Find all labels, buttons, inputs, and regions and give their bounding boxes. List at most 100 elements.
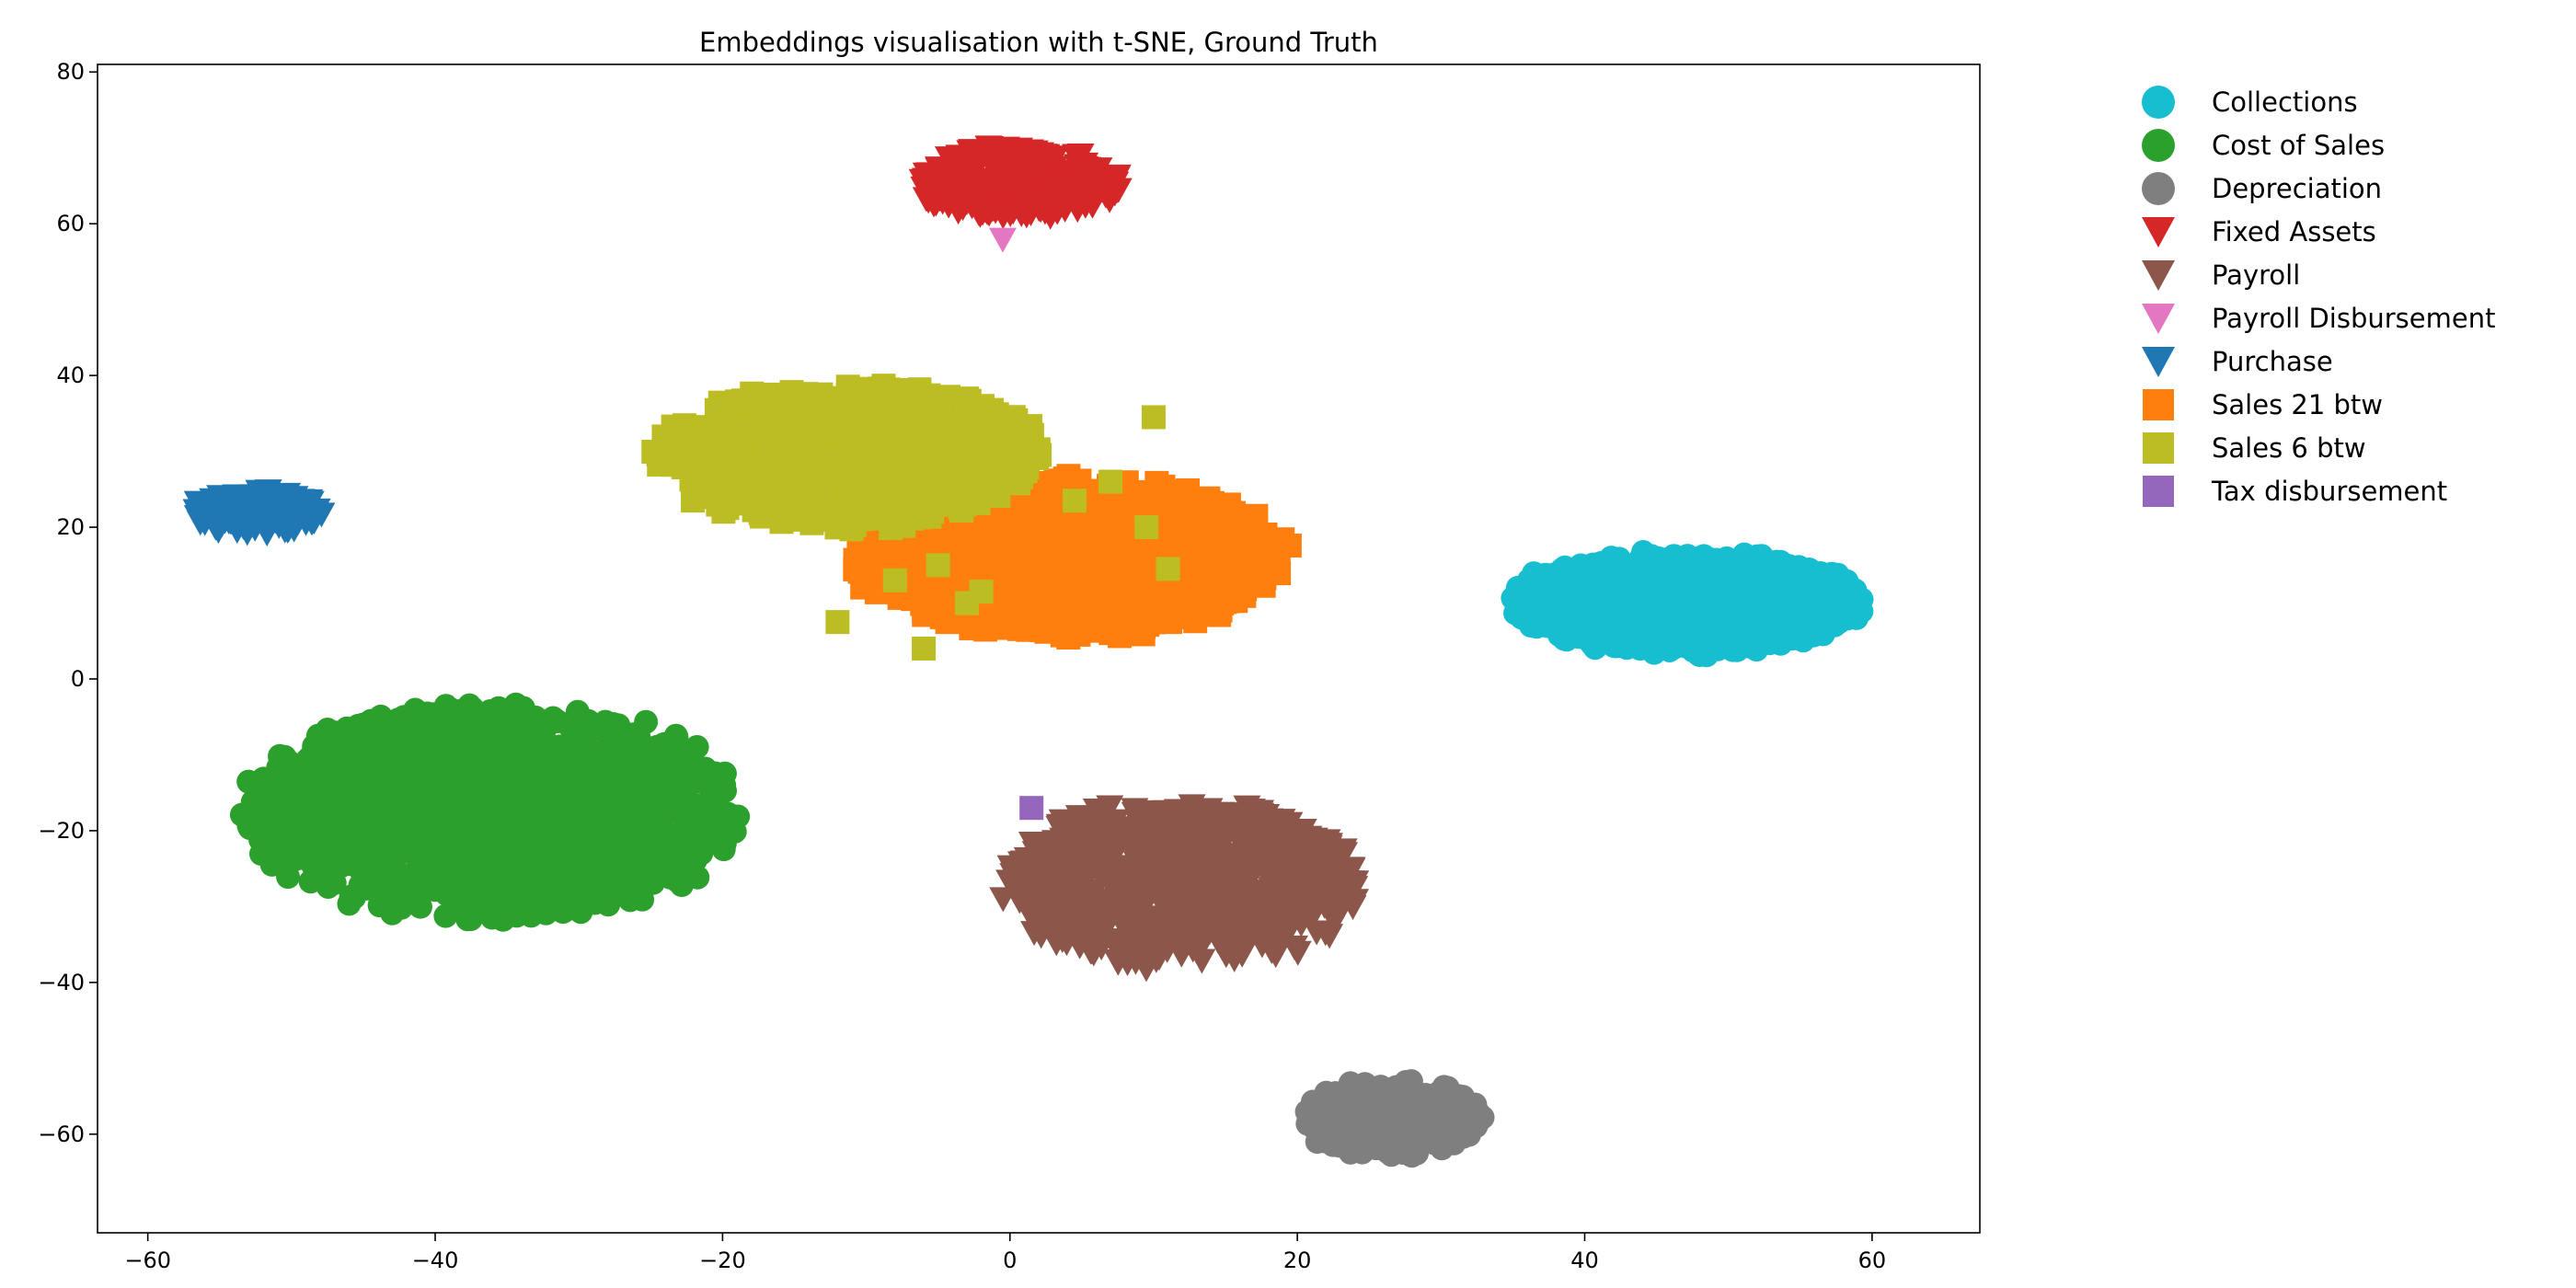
data-point-payroll bbox=[1166, 838, 1194, 864]
data-point-payroll bbox=[1026, 886, 1054, 912]
data-point-cost-of-sales bbox=[628, 790, 653, 815]
data-point-payroll bbox=[1151, 924, 1179, 949]
data-point-cost-of-sales bbox=[558, 714, 582, 739]
data-point-cost-of-sales bbox=[251, 770, 276, 795]
data-point-cost-of-sales bbox=[511, 696, 535, 720]
data-point-cost-of-sales bbox=[478, 758, 503, 783]
data-point-payroll bbox=[1286, 904, 1315, 930]
data-point-payroll bbox=[1268, 905, 1296, 931]
data-point-cost-of-sales bbox=[459, 730, 484, 755]
data-point-cost-of-sales bbox=[400, 874, 425, 899]
data-point-cost-of-sales bbox=[508, 841, 533, 866]
data-point-payroll bbox=[1285, 820, 1314, 845]
data-point-collections bbox=[1822, 584, 1846, 609]
data-point-depreciation bbox=[1456, 1122, 1481, 1147]
data-point-cost-of-sales bbox=[325, 730, 350, 754]
data-point-cost-of-sales bbox=[618, 880, 643, 905]
data-point-collections bbox=[1712, 634, 1737, 659]
data-point-sales-21-btw bbox=[1250, 556, 1275, 581]
data-point-depreciation bbox=[1314, 1125, 1339, 1150]
data-point-purchase bbox=[253, 522, 282, 547]
data-point-depreciation bbox=[1451, 1085, 1476, 1110]
data-point-cost-of-sales bbox=[518, 861, 543, 886]
data-point-cost-of-sales bbox=[554, 867, 579, 891]
data-point-cost-of-sales bbox=[673, 806, 697, 831]
data-point-cost-of-sales bbox=[593, 709, 618, 734]
data-point-collections bbox=[1554, 577, 1579, 602]
data-point-cost-of-sales bbox=[569, 893, 593, 918]
data-point-cost-of-sales bbox=[515, 745, 540, 770]
data-point-collections bbox=[1825, 562, 1850, 587]
data-point-purchase bbox=[229, 513, 258, 539]
data-point-sales-21-btw bbox=[1098, 618, 1122, 643]
data-point-collections bbox=[1660, 573, 1685, 598]
data-point-cost-of-sales bbox=[583, 768, 608, 793]
data-point-sales-21-btw bbox=[1167, 479, 1192, 504]
data-point-depreciation bbox=[1372, 1093, 1397, 1118]
data-point-sales-21-btw bbox=[1098, 579, 1123, 604]
data-point-collections bbox=[1643, 620, 1668, 645]
data-point-sales-6-btw bbox=[839, 517, 864, 542]
data-point-collections bbox=[1749, 544, 1774, 569]
data-point-payroll bbox=[1212, 923, 1240, 949]
data-point-cost-of-sales bbox=[684, 734, 709, 759]
data-point-cost-of-sales bbox=[431, 842, 456, 867]
data-point-payroll bbox=[1207, 893, 1236, 919]
data-point-sales-21-btw bbox=[1243, 526, 1268, 551]
data-point-sales-21-btw bbox=[1119, 593, 1144, 618]
data-point-cost-of-sales bbox=[354, 876, 379, 901]
data-point-depreciation bbox=[1409, 1088, 1433, 1113]
data-point-purchase bbox=[261, 509, 290, 535]
data-point-depreciation bbox=[1345, 1113, 1370, 1138]
data-point-payroll bbox=[1112, 920, 1141, 946]
data-point-sales-21-btw bbox=[975, 611, 1000, 636]
data-point-sales-21-btw bbox=[1018, 557, 1042, 581]
data-point-sales-21-btw bbox=[1058, 519, 1083, 544]
data-point-cost-of-sales bbox=[432, 819, 457, 844]
data-point-cost-of-sales bbox=[434, 709, 459, 734]
data-point-cost-of-sales bbox=[495, 793, 520, 818]
data-point-purchase bbox=[273, 518, 302, 544]
data-point-payroll bbox=[1012, 862, 1041, 888]
data-point-cost-of-sales bbox=[379, 733, 404, 758]
data-point-cost-of-sales bbox=[700, 828, 725, 853]
data-point-payroll bbox=[1064, 805, 1093, 831]
series-purchase bbox=[182, 479, 336, 547]
data-point-cost-of-sales bbox=[386, 787, 411, 811]
data-point-collections bbox=[1548, 618, 1573, 643]
data-point-cost-of-sales bbox=[487, 734, 512, 759]
data-point-depreciation bbox=[1361, 1135, 1386, 1160]
data-point-payroll bbox=[1268, 890, 1296, 915]
data-point-purchase bbox=[296, 490, 325, 516]
data-point-cost-of-sales bbox=[547, 818, 572, 843]
data-point-payroll bbox=[1329, 838, 1358, 864]
data-point-payroll bbox=[1229, 931, 1258, 957]
data-point-payroll bbox=[1249, 842, 1278, 868]
data-point-cost-of-sales bbox=[320, 788, 345, 813]
data-point-payroll bbox=[1080, 850, 1109, 876]
data-point-cost-of-sales bbox=[485, 831, 510, 856]
data-point-collections bbox=[1764, 592, 1788, 617]
data-point-cost-of-sales bbox=[658, 865, 683, 890]
data-point-sales-21-btw bbox=[1214, 545, 1239, 569]
plot-points bbox=[182, 135, 1874, 1168]
data-point-payroll bbox=[1121, 798, 1149, 823]
data-point-payroll bbox=[1145, 810, 1174, 835]
data-point-collections bbox=[1638, 569, 1662, 594]
data-point-cost-of-sales bbox=[612, 758, 637, 783]
data-point-cost-of-sales bbox=[247, 788, 272, 812]
series-cost-of-sales bbox=[229, 692, 751, 932]
data-point-cost-of-sales bbox=[615, 724, 639, 749]
data-point-collections bbox=[1768, 569, 1793, 593]
data-point-cost-of-sales bbox=[418, 860, 443, 885]
data-point-depreciation bbox=[1426, 1120, 1451, 1144]
data-point-depreciation bbox=[1440, 1102, 1465, 1127]
data-point-cost-of-sales bbox=[268, 749, 293, 774]
data-point-cost-of-sales bbox=[557, 745, 581, 770]
data-point-payroll bbox=[1268, 834, 1296, 860]
data-point-payroll bbox=[1338, 857, 1366, 882]
chart-title: Embeddings visualisation with t-SNE, Gro… bbox=[699, 27, 1378, 58]
data-point-cost-of-sales bbox=[698, 776, 723, 801]
data-point-payroll bbox=[1169, 934, 1198, 960]
